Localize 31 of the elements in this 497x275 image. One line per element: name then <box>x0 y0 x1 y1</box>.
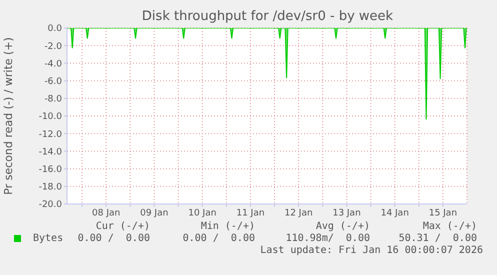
y-tick-label: -10.0 <box>38 112 62 122</box>
x-tick-label: 09 Jan <box>140 208 168 218</box>
text: 0.00 / 0.00 <box>78 233 150 244</box>
text: Min (-/+) <box>200 221 255 232</box>
y-tick-label: -12.0 <box>38 130 62 140</box>
y-tick-label: -14.0 <box>38 147 62 158</box>
y-axis-title: Pr second read (-) / write (+) <box>2 37 15 195</box>
y-tick-label: -8.0 <box>44 94 62 105</box>
legend-label: Bytes <box>33 233 64 244</box>
y-tick-label: -18.0 <box>38 182 62 193</box>
text: 110.98m/ 0.00 <box>286 233 370 244</box>
y-tick-label: -16.0 <box>38 164 62 175</box>
x-tick-label: 10 Jan <box>188 208 216 218</box>
y-tick-label: -6.0 <box>44 76 62 87</box>
text: Avg (-/+) <box>316 221 370 232</box>
x-tick-label: 08 Jan <box>92 208 120 218</box>
x-tick-label: 14 Jan <box>380 208 409 218</box>
y-tick-label: -20.0 <box>38 200 62 210</box>
y-tick-label: 0.0 <box>48 24 62 34</box>
text: Max (-/+) <box>422 221 477 232</box>
text: Cur (-/+) <box>96 221 150 232</box>
chart-title: Disk throughput for /dev/sr0 - by week <box>140 9 394 24</box>
text: Last update: Fri Jan 16 00:00:07 2026 <box>260 245 483 256</box>
x-tick-label: 15 Jan <box>428 208 458 218</box>
text: 50.31 / 0.00 <box>398 233 477 244</box>
x-tick-label: 13 Jan <box>332 208 361 218</box>
y-tick-label: -4.0 <box>44 59 62 70</box>
y-tick-label: -2.0 <box>44 42 62 52</box>
x-tick-label: 11 Jan <box>236 208 265 218</box>
text: 0.00 / 0.00 <box>182 233 255 244</box>
x-tick-label: 12 Jan <box>284 208 313 218</box>
